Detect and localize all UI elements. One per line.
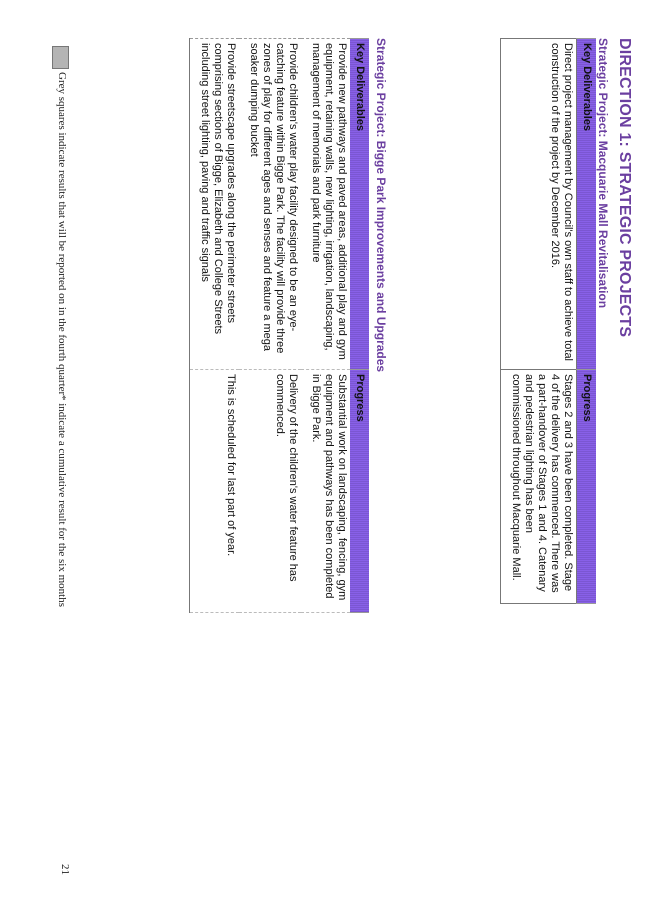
grey-squares-legend: Grey squares indicate results that will … xyxy=(56,72,68,396)
deliverable-cell: Provide new pathways and paved areas, ad… xyxy=(301,38,350,370)
macquarie-mall-table: Key Deliverables Progress Direct project… xyxy=(500,38,596,604)
progress-cell: Stages 2 and 3 have been completed. Stag… xyxy=(500,369,577,604)
table-row: Provide streetscape upgrades along the p… xyxy=(189,38,239,613)
table-header-row: Key Deliverables Progress xyxy=(350,38,369,613)
table-row: Direct project management by Council's o… xyxy=(500,38,577,604)
table-row: Provide children's water play facility d… xyxy=(239,38,301,613)
grey-square-legend-icon xyxy=(52,46,69,69)
bigge-park-table: Key Deliverables Progress Provide new pa… xyxy=(189,38,369,613)
deliverable-cell: Provide children's water play facility d… xyxy=(239,38,301,370)
project-title-bigge-park: Strategic Project: Bigge Park Improvemen… xyxy=(374,38,388,373)
deliverable-cell: Provide streetscape upgrades along the p… xyxy=(189,38,239,370)
progress-cell: Substantial work on landscaping, fencing… xyxy=(301,369,350,613)
asterisk-legend: * indicate a cumulative result for the s… xyxy=(56,395,68,608)
table-row: Provide new pathways and paved areas, ad… xyxy=(301,38,350,613)
key-deliverables-header: Key Deliverables xyxy=(350,38,369,370)
progress-cell: This is scheduled for last part of year. xyxy=(189,369,239,613)
key-deliverables-header: Key Deliverables xyxy=(576,38,596,370)
deliverable-cell: Direct project management by Council's o… xyxy=(500,38,577,370)
table-header-row: Key Deliverables Progress xyxy=(576,38,596,604)
page-number: 21 xyxy=(59,864,71,875)
direction-heading: DIRECTION 1: STRATEGIC PROJECTS xyxy=(616,38,633,338)
project-title-macquarie-mall: Strategic Project: Macquarie Mall Revita… xyxy=(596,38,610,309)
progress-header: Progress xyxy=(576,369,596,604)
progress-header: Progress xyxy=(350,369,369,613)
progress-cell: Delivery of the children's water feature… xyxy=(239,369,301,613)
